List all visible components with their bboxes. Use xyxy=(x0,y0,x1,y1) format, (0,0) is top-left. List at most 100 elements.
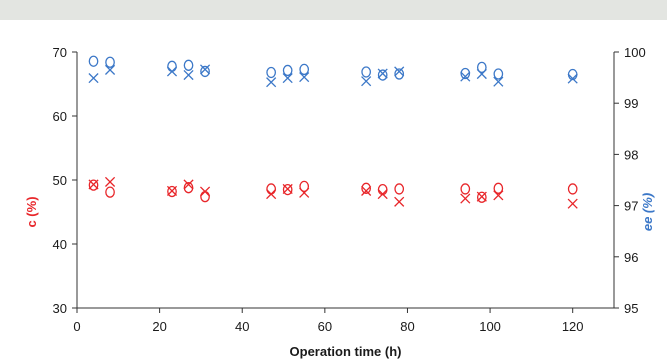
data-point-cross xyxy=(394,66,405,77)
right-y-tick-label: 98 xyxy=(624,147,638,162)
cross-stroke xyxy=(183,69,194,81)
cross-stroke xyxy=(567,198,578,209)
x-tick-label: 0 xyxy=(73,319,80,334)
series-4 xyxy=(88,64,578,88)
data-point-cross xyxy=(183,179,194,190)
cross-stroke xyxy=(282,183,293,195)
data-point-cross xyxy=(299,72,310,83)
data-point-circle xyxy=(299,180,310,193)
right-axis-title: ee (%) xyxy=(640,193,655,231)
data-point-cross xyxy=(377,68,388,79)
data-point-cross xyxy=(166,185,178,196)
cross-stroke xyxy=(199,186,211,197)
cross-stroke xyxy=(476,191,487,202)
cross-stroke xyxy=(377,189,388,200)
data-point-cross xyxy=(166,66,178,77)
data-point-cross xyxy=(282,73,293,84)
x-tick-label: 100 xyxy=(479,319,501,334)
top-band xyxy=(0,0,667,20)
series-3 xyxy=(88,55,578,81)
left-y-tick-label: 70 xyxy=(53,45,67,60)
cross-stroke xyxy=(166,66,178,77)
cross-stroke xyxy=(299,187,310,198)
x-tick-label: 80 xyxy=(400,319,414,334)
data-point-circle xyxy=(167,185,177,198)
data-point-circle xyxy=(299,63,310,76)
data-point-circle xyxy=(88,55,99,67)
cross-stroke xyxy=(183,179,194,190)
data-point-circle xyxy=(394,183,405,195)
data-point-circle xyxy=(394,68,405,80)
cross-stroke xyxy=(282,73,293,84)
data-point-cross xyxy=(567,73,578,84)
data-point-circle xyxy=(377,69,388,81)
cross-stroke xyxy=(104,64,116,75)
data-point-circle xyxy=(460,183,471,195)
data-point-cross xyxy=(266,189,277,200)
cross-stroke xyxy=(567,73,578,84)
left-y-tick-label: 50 xyxy=(53,173,67,188)
data-point-circle xyxy=(167,60,177,72)
data-point-cross xyxy=(460,193,471,204)
x-axis-title: Operation time (h) xyxy=(290,344,402,359)
x-tick-label: 20 xyxy=(152,319,166,334)
data-point-cross xyxy=(104,64,116,75)
data-point-cross xyxy=(199,186,211,197)
data-point-circle xyxy=(493,182,504,194)
data-point-cross xyxy=(88,179,99,190)
data-point-circle xyxy=(183,59,194,71)
tick-labels: 0 20 40 60 80 100 120 30 40 50 60 70 95 96 97 98 99 100 xyxy=(53,45,646,334)
cross-stroke xyxy=(394,66,405,77)
data-point-circle xyxy=(282,64,293,77)
data-point-cross xyxy=(377,189,388,200)
data-point-circle xyxy=(361,66,372,78)
data-point-circle xyxy=(266,66,276,79)
left-axis-title: c (%) xyxy=(24,196,39,227)
right-y-tick-label: 97 xyxy=(624,199,638,214)
data-point-cross xyxy=(493,190,504,201)
cross-stroke xyxy=(493,76,504,87)
cross-stroke xyxy=(394,196,405,207)
data-point-circle xyxy=(567,183,578,195)
series-2 xyxy=(88,176,578,209)
data-point-cross xyxy=(361,185,372,196)
left-y-tick-label: 60 xyxy=(53,109,67,124)
data-point-cross xyxy=(476,68,487,80)
data-point-cross xyxy=(266,77,277,88)
data-point-cross xyxy=(199,64,211,75)
data-point-circle xyxy=(282,183,293,196)
x-tick-label: 60 xyxy=(318,319,332,334)
cross-stroke xyxy=(199,64,211,75)
data-point-cross xyxy=(567,198,578,209)
data-point-cross xyxy=(394,196,405,207)
right-y-tick-label: 99 xyxy=(624,96,638,111)
series-1 xyxy=(88,179,578,203)
data-marks xyxy=(88,55,578,209)
cross-stroke xyxy=(460,193,471,204)
left-y-tick-label: 40 xyxy=(53,237,67,252)
data-point-cross xyxy=(361,76,372,87)
cross-stroke xyxy=(493,190,504,201)
data-point-cross xyxy=(104,176,116,187)
data-point-circle xyxy=(200,190,210,203)
data-point-cross xyxy=(183,69,194,81)
data-point-circle xyxy=(377,183,388,196)
cross-stroke xyxy=(166,185,178,196)
cross-stroke xyxy=(361,76,372,87)
cross-stroke xyxy=(88,179,99,190)
data-point-cross xyxy=(460,71,471,82)
cross-stroke xyxy=(299,72,310,83)
cross-stroke xyxy=(266,77,277,88)
data-point-cross xyxy=(299,187,310,198)
left-y-tick-label: 30 xyxy=(53,301,67,316)
data-point-circle xyxy=(361,182,372,194)
data-point-circle xyxy=(266,183,276,195)
data-point-cross xyxy=(282,183,293,195)
cross-stroke xyxy=(377,68,388,79)
data-point-circle xyxy=(183,182,194,194)
data-point-circle xyxy=(460,67,471,80)
data-point-cross xyxy=(493,76,504,87)
x-tick-label: 40 xyxy=(235,319,249,334)
data-point-circle xyxy=(476,61,487,74)
data-point-cross xyxy=(476,191,487,202)
